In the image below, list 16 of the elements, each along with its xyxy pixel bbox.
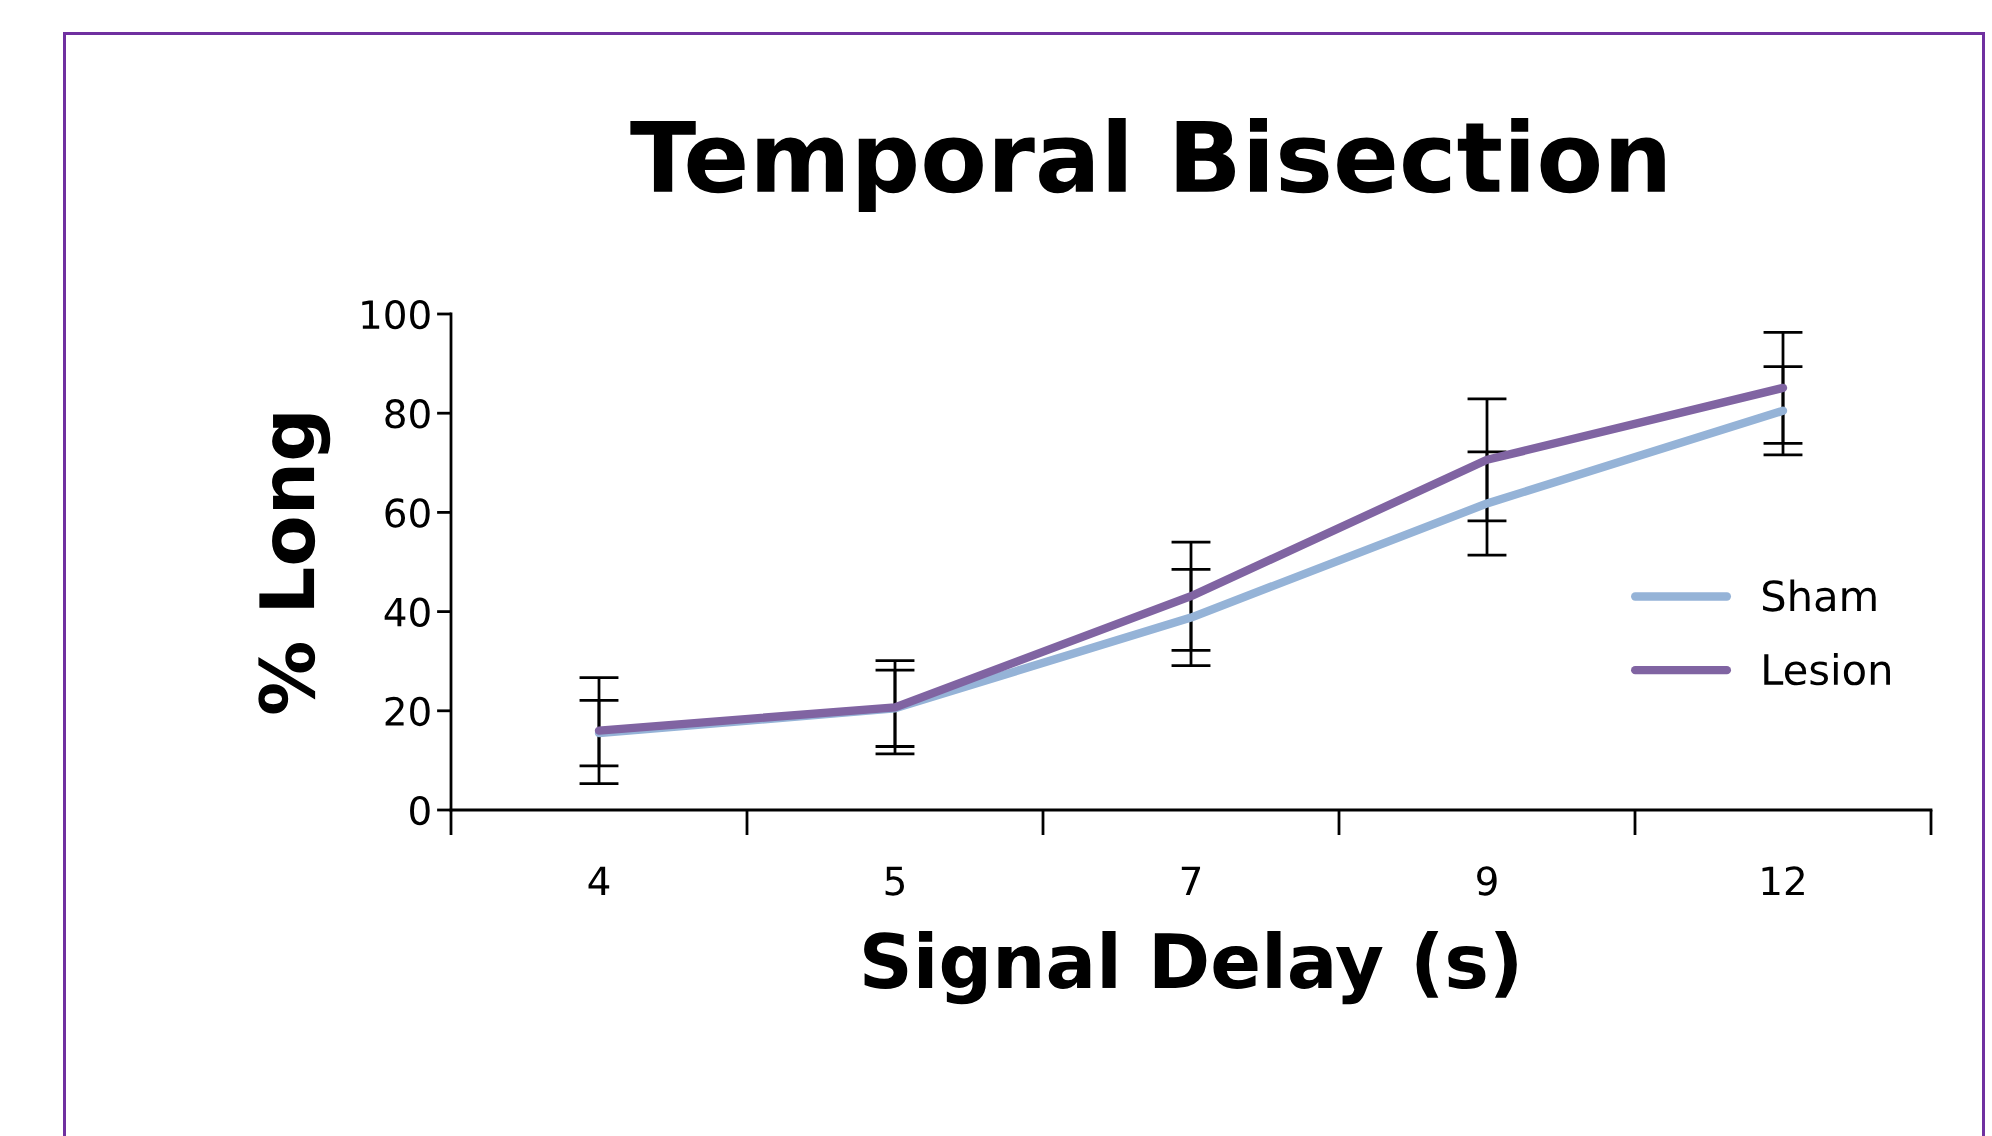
x-tick-label: 4 bbox=[588, 866, 610, 896]
x-axis-title: Signal Delay (s) bbox=[864, 930, 1517, 1005]
x-tick-label: 9 bbox=[1477, 866, 1497, 896]
y-axis-title: % Long bbox=[258, 414, 331, 714]
legend-label: Lesion bbox=[1764, 653, 1890, 686]
y-tick-label: 60 bbox=[385, 498, 430, 528]
y-tick-label: 80 bbox=[385, 399, 430, 429]
x-tick-label: 12 bbox=[1762, 866, 1804, 896]
y-tick-label: 40 bbox=[384, 597, 430, 627]
x-tick-label: 7 bbox=[1181, 866, 1201, 896]
y-tick-label: 0 bbox=[410, 795, 430, 826]
x-tick-label: 5 bbox=[885, 866, 904, 896]
y-tick-label: 20 bbox=[385, 696, 430, 727]
legend-label: Sham bbox=[1762, 579, 1876, 612]
y-tick-label: 100 bbox=[362, 299, 430, 330]
chart-title: Temporal Bisection bbox=[630, 117, 1665, 213]
